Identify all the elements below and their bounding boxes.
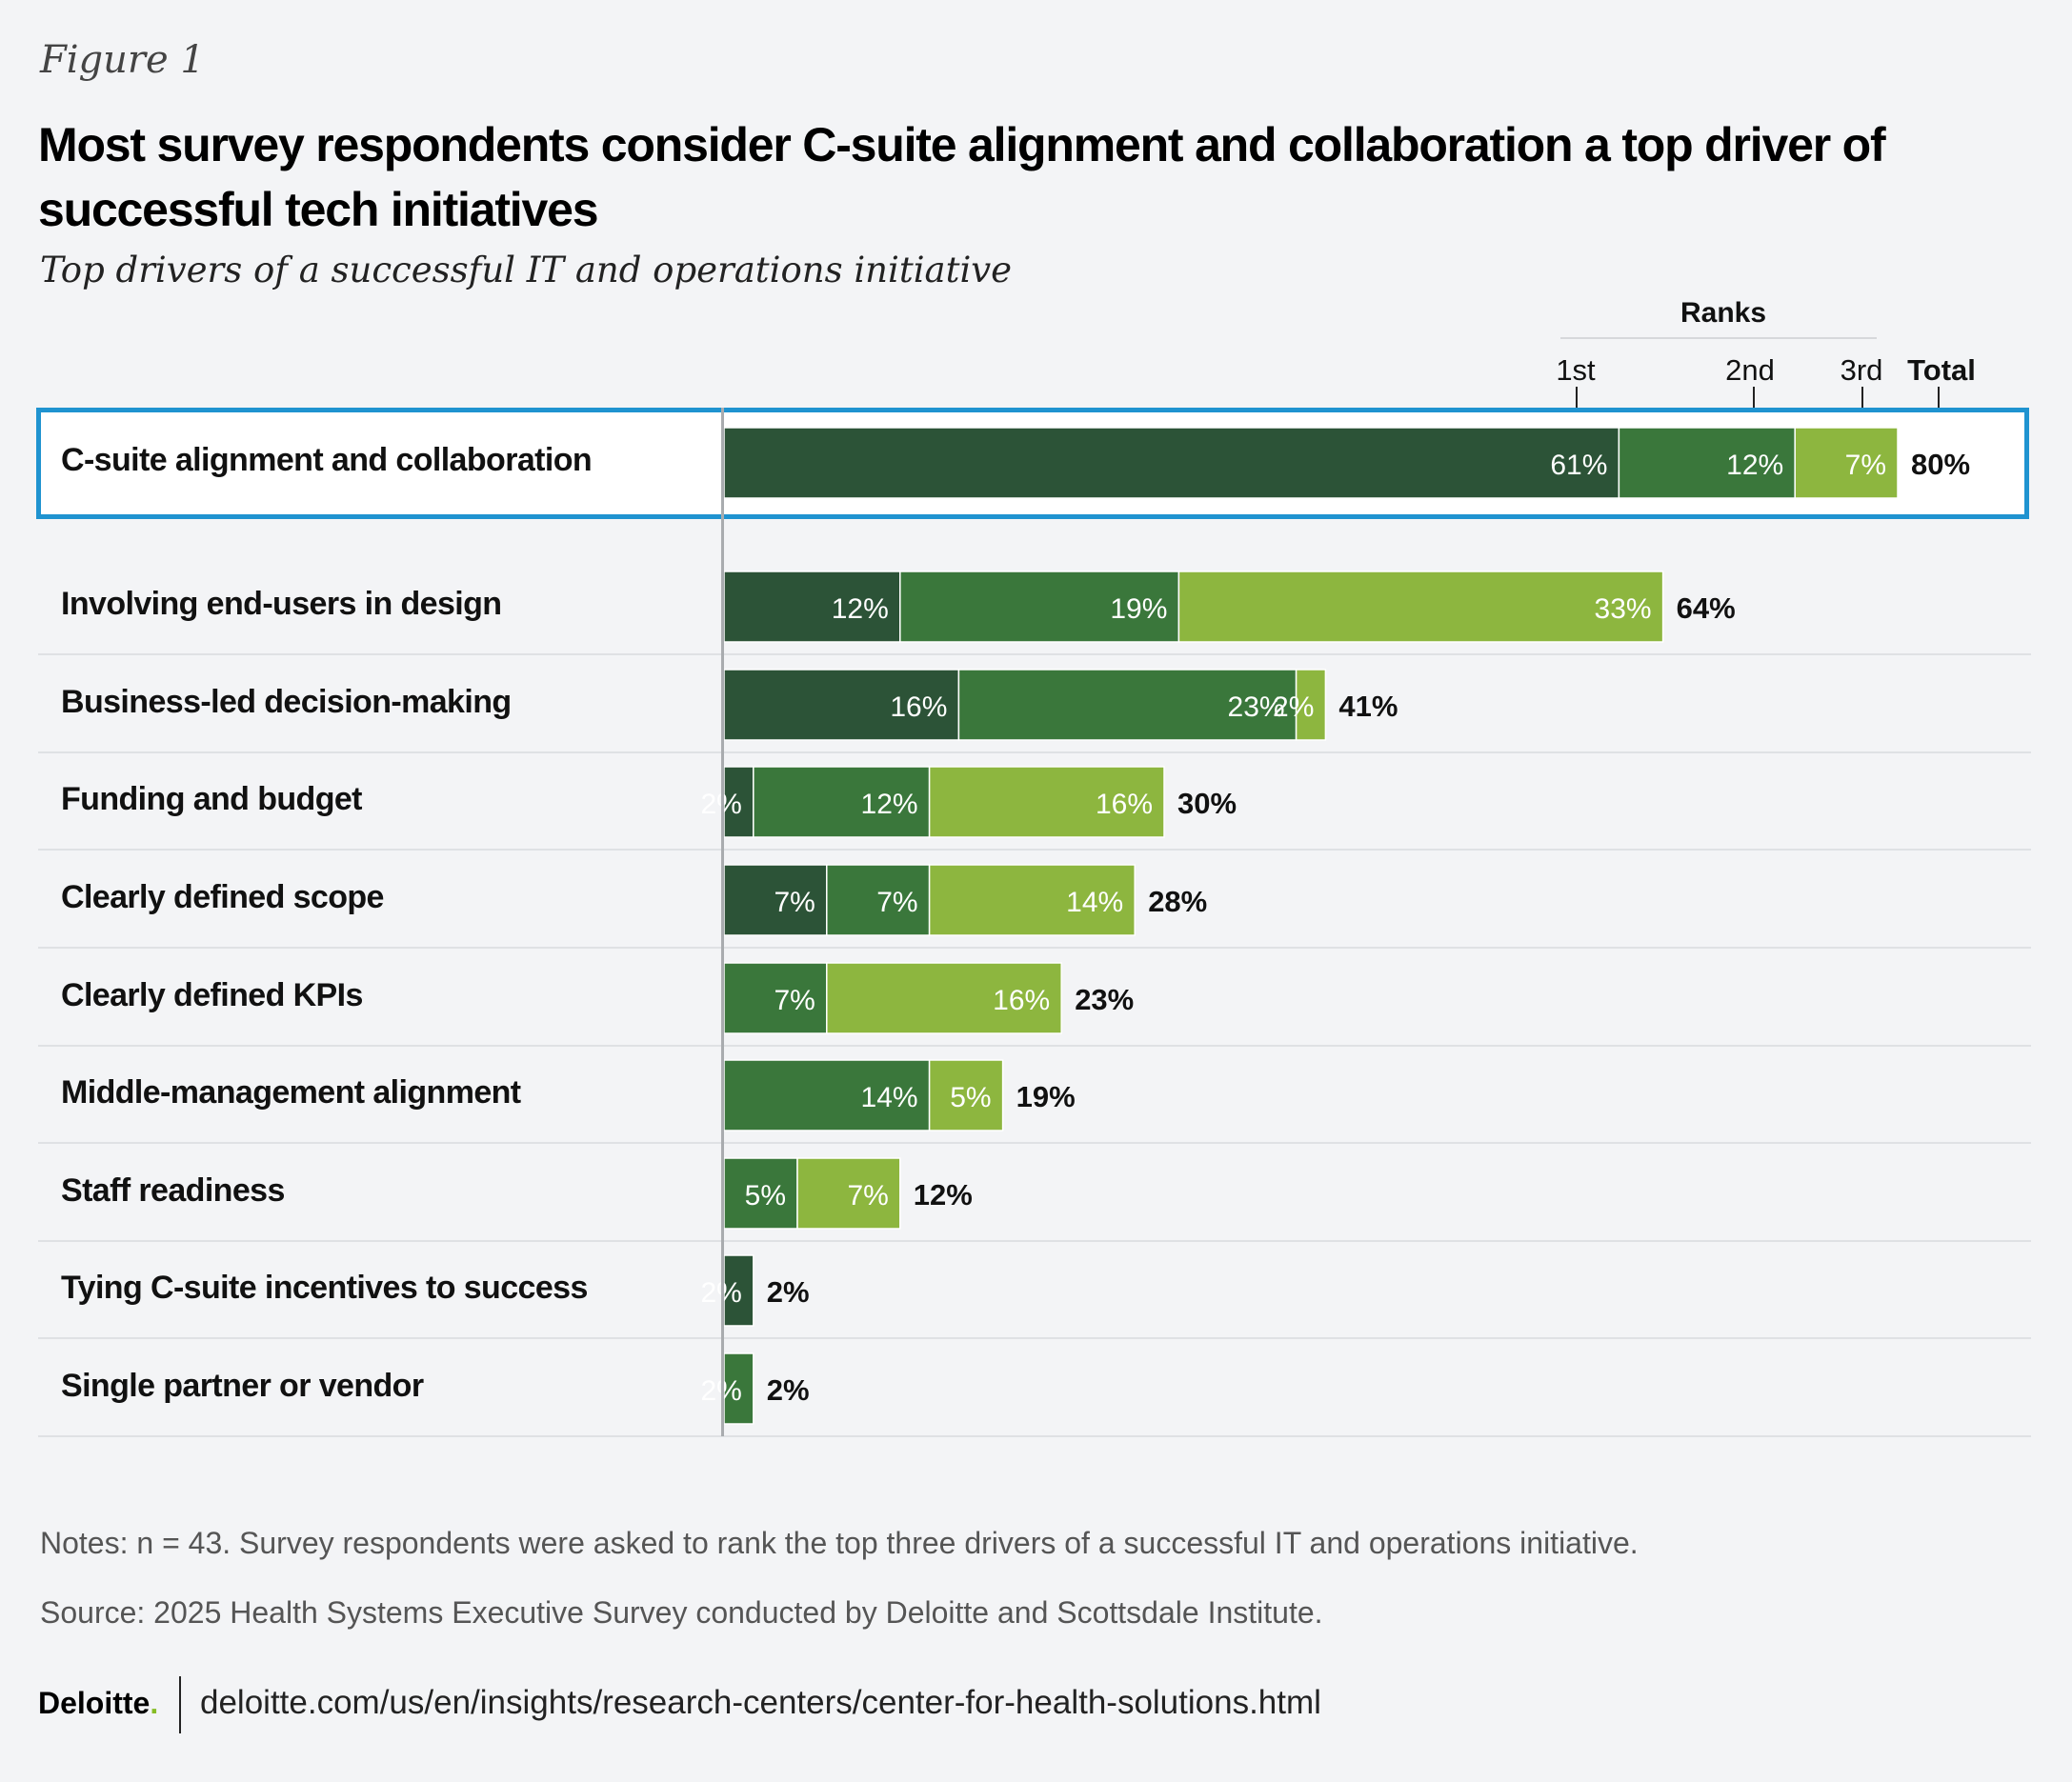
segment-value-label: 33% <box>1595 593 1652 625</box>
total-value-label: 23% <box>1075 983 1134 1016</box>
segment-value-label: 16% <box>890 691 947 723</box>
total-value-label: 2% <box>767 1373 810 1407</box>
ranks-header: Ranks <box>1680 297 1767 329</box>
segment-value-label: 14% <box>861 1082 918 1113</box>
bar-segment-3rd <box>826 962 1062 1034</box>
bar-segment-3rd <box>928 1059 1004 1131</box>
segment-value-label: 7% <box>774 887 815 918</box>
total-value-label: 30% <box>1177 787 1237 820</box>
bar-segment-2nd <box>723 962 828 1034</box>
category-label: Middle-management alignment <box>61 1074 521 1111</box>
segment-value-label: 12% <box>1726 450 1783 481</box>
col-tick-total <box>1938 387 1940 421</box>
bar-segment-2nd <box>723 1059 931 1131</box>
category-label: Tying C-suite incentives to success <box>61 1270 588 1306</box>
row-separator <box>38 947 2031 949</box>
deloitte-logo: Deloitte. <box>38 1686 158 1721</box>
segment-value-label: 5% <box>745 1180 786 1211</box>
col-head-first: 1st <box>1556 353 1596 387</box>
notes-text: Notes: n = 43. Survey respondents were a… <box>40 1526 1639 1560</box>
total-value-label: 28% <box>1148 885 1207 918</box>
row-separator <box>38 1142 2031 1144</box>
row-separator <box>38 653 2031 655</box>
source-text: Source: 2025 Health Systems Executive Su… <box>40 1595 1323 1630</box>
row-separator <box>38 1337 2031 1339</box>
segment-value-label: 2% <box>1273 691 1314 723</box>
bar-segment-1st <box>723 864 828 936</box>
col-tick-second <box>1753 387 1755 421</box>
bar-segment-2nd <box>1618 427 1796 499</box>
category-label: Clearly defined scope <box>61 879 384 915</box>
segment-value-label: 5% <box>950 1082 991 1113</box>
bar-segment-1st <box>723 571 901 643</box>
segment-value-label: 61% <box>1550 450 1607 481</box>
row-separator <box>38 1435 2031 1437</box>
category-label: Single partner or vendor <box>61 1368 424 1404</box>
row-separator <box>38 751 2031 753</box>
total-value-label: 19% <box>1016 1080 1076 1113</box>
axis-line <box>721 408 724 1436</box>
bar-segment-2nd <box>957 669 1298 741</box>
bar-segment-2nd <box>723 1352 754 1425</box>
segment-value-label: 12% <box>832 593 889 625</box>
footer-url[interactable]: deloitte.com/us/en/insights/research-cen… <box>200 1684 1321 1721</box>
total-value-label: 41% <box>1338 690 1398 723</box>
category-label: Business-led decision-making <box>61 684 512 720</box>
footer-divider <box>179 1676 181 1733</box>
segment-value-label: 16% <box>1096 789 1153 820</box>
col-tick-first <box>1576 387 1578 421</box>
segment-value-label: 7% <box>774 985 815 1016</box>
bar-segment-2nd <box>899 571 1180 643</box>
chart-title: Most survey respondents consider C-suite… <box>38 118 1886 236</box>
segment-value-label: 7% <box>847 1180 888 1211</box>
category-label: Staff readiness <box>61 1172 285 1209</box>
bar-segment-3rd <box>796 1157 901 1230</box>
bar-segment-1st <box>723 669 960 741</box>
segment-value-label: 16% <box>993 985 1050 1016</box>
total-value-label: 2% <box>767 1275 810 1309</box>
segment-value-label: 23% <box>1228 691 1285 723</box>
brand-name: Deloitte <box>38 1686 151 1720</box>
bar-segment-2nd <box>723 1157 798 1230</box>
row-separator <box>38 849 2031 851</box>
figure-label: Figure 1 <box>40 38 205 82</box>
bar-segment-3rd <box>928 766 1165 838</box>
col-head-second: 2nd <box>1725 353 1775 387</box>
bar-segment-1st <box>723 1254 754 1327</box>
col-head-total: Total <box>1907 353 1976 387</box>
bar-segment-3rd <box>1295 669 1327 741</box>
bar-segment-2nd <box>753 766 931 838</box>
row-separator <box>38 1045 2031 1047</box>
category-label: Clearly defined KPIs <box>61 977 363 1013</box>
category-label: C-suite alignment and collaboration <box>61 442 593 478</box>
segment-value-label: 14% <box>1066 887 1123 918</box>
row-separator <box>38 1240 2031 1242</box>
total-value-label: 80% <box>1911 448 1970 481</box>
total-value-label: 64% <box>1677 591 1736 625</box>
bar-segment-3rd <box>1177 571 1664 643</box>
total-value-label: 12% <box>914 1178 973 1211</box>
segment-value-label: 19% <box>1110 593 1167 625</box>
segment-value-label: 7% <box>876 887 917 918</box>
chart-subtitle: Top drivers of a successful IT and opera… <box>40 250 1013 290</box>
ranks-rule <box>1560 337 1877 339</box>
category-label: Funding and budget <box>61 781 363 817</box>
brand-dot: . <box>150 1686 159 1720</box>
category-label: Involving end-users in design <box>61 586 502 622</box>
segment-value-label: 7% <box>1845 450 1886 481</box>
bar-segment-3rd <box>928 864 1136 936</box>
col-head-third: 3rd <box>1840 353 1883 387</box>
segment-value-label: 12% <box>861 789 918 820</box>
col-tick-third <box>1861 387 1863 421</box>
bar-segment-1st <box>723 427 1620 499</box>
bar-segment-3rd <box>1794 427 1899 499</box>
